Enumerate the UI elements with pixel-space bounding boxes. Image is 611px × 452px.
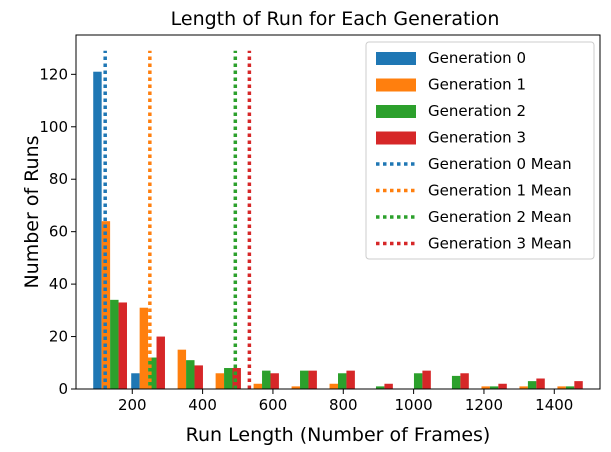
x-tick-label-1000: 1000 [395, 396, 433, 414]
bar-gen3-bin7 [384, 383, 393, 389]
bar-gen1-bin2 [177, 349, 187, 389]
x-tick-label-200: 200 [118, 396, 147, 414]
chart-title: Length of Run for Each Generation [171, 8, 500, 30]
legend-label-gen0-mean: Generation 0 Mean [428, 155, 572, 173]
bar-gen3-bin9 [460, 373, 469, 389]
bar-gen2-bin4 [262, 370, 271, 389]
bar-gen3-bin4 [270, 373, 279, 389]
bars-layer [93, 71, 583, 390]
bar-gen1-bin11 [519, 386, 528, 389]
bar-gen2-bin11 [527, 381, 537, 389]
bar-gen2-bin10 [489, 386, 499, 389]
bar-gen1-bin5 [291, 386, 301, 389]
bar-gen3-bin10 [498, 383, 507, 389]
y-tick-label-60: 60 [49, 223, 68, 241]
legend-label-gen3-mean: Generation 3 Mean [428, 235, 572, 253]
bar-gen1-bin3 [215, 373, 225, 389]
y-axis-label: Number of Runs [21, 135, 43, 288]
bar-gen1-bin10 [481, 386, 490, 389]
legend-swatch-gen2 [376, 105, 416, 118]
y-tick-label-120: 120 [39, 65, 68, 83]
legend-swatch-gen1 [376, 78, 416, 92]
legend: Generation 0 Generation 1 Generation 2 Gene… [365, 41, 595, 260]
bar-gen3-bin6 [346, 370, 355, 389]
legend-label-gen2: Generation 2 [428, 102, 526, 120]
bar-gen3-bin12 [574, 381, 583, 389]
bar-gen2-bin7 [375, 386, 385, 389]
y-tick-label-80: 80 [49, 170, 68, 188]
bar-gen0-bin1 [131, 373, 140, 389]
bar-gen2-bin0 [110, 299, 119, 389]
bar-gen2-bin1 [148, 357, 157, 389]
legend-swatch-gen0 [376, 52, 416, 65]
bar-gen1-bin0 [101, 221, 111, 389]
x-tick-label-400: 400 [188, 396, 217, 414]
bar-gen3-bin11 [536, 378, 545, 389]
bar-gen3-bin5 [308, 370, 317, 389]
legend-label-gen3: Generation 3 [428, 129, 526, 147]
x-axis-label: Run Length (Number of Frames) [186, 424, 491, 446]
bar-gen2-bin5 [300, 370, 309, 389]
bar-gen0-bin0 [93, 71, 102, 390]
bar-gen2-bin8 [413, 373, 423, 389]
y-axis-ticks: 0 20 40 60 80 100 120 [39, 65, 76, 398]
y-tick-label-0: 0 [58, 380, 68, 398]
bar-gen1-bin4 [253, 383, 263, 389]
legend-frame [365, 41, 595, 260]
x-tick-label-600: 600 [259, 396, 288, 414]
x-tick-label-1400: 1400 [535, 396, 573, 414]
bar-gen3-bin0 [118, 302, 127, 389]
bar-gen1-bin12 [557, 386, 566, 389]
bar-gen3-bin2 [194, 365, 203, 389]
bar-gen2-bin6 [338, 373, 347, 389]
bar-gen2-bin12 [565, 386, 575, 389]
bar-gen2-bin3 [224, 368, 233, 389]
legend-label-gen1-mean: Generation 1 Mean [428, 182, 572, 200]
bar-gen1-bin1 [139, 307, 149, 389]
x-axis-ticks: 200 400 600 800 1000 1200 1400 [118, 389, 573, 414]
y-tick-label-40: 40 [49, 275, 68, 293]
legend-label-gen1: Generation 1 [428, 76, 526, 94]
mean-lines-layer [103, 50, 252, 389]
legend-label-gen0: Generation 0 [428, 49, 526, 67]
legend-swatch-gen3 [376, 131, 416, 145]
y-tick-label-20: 20 [49, 328, 68, 346]
legend-label-gen2-mean: Generation 2 Mean [428, 208, 572, 226]
bar-gen2-bin9 [451, 375, 461, 389]
bar-gen3-bin1 [156, 336, 165, 389]
bar-gen3-bin8 [422, 370, 431, 389]
bar-gen1-bin6 [329, 383, 338, 389]
plot-frame [75, 34, 601, 390]
y-tick-label-100: 100 [39, 118, 68, 136]
x-tick-label-1200: 1200 [465, 396, 503, 414]
x-tick-label-800: 800 [329, 396, 358, 414]
bar-gen2-bin2 [186, 360, 195, 389]
